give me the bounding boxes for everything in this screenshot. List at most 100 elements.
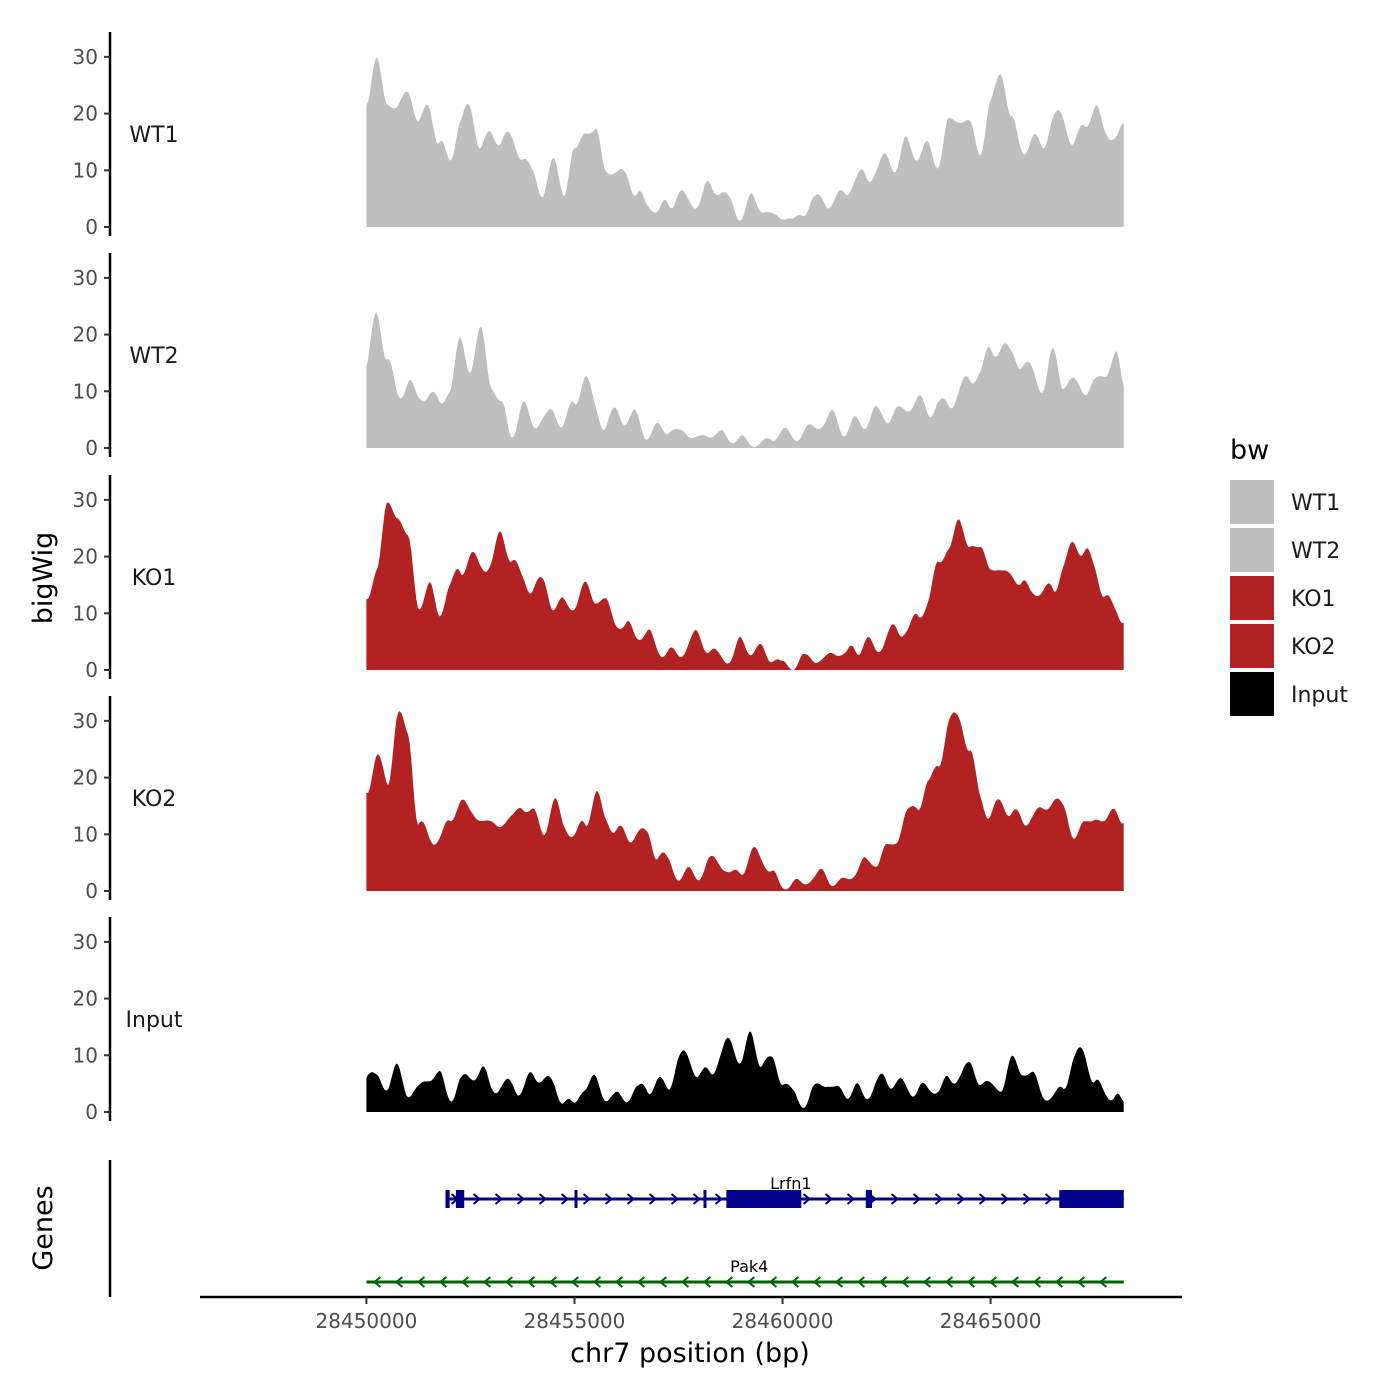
y-tick-label: 0	[85, 215, 98, 239]
strand-arrow	[548, 1276, 558, 1288]
strand-arrow	[724, 1276, 734, 1288]
legend-swatch	[1230, 528, 1274, 572]
strand-arrow	[834, 1276, 844, 1288]
track-area-wt2	[366, 312, 1124, 448]
strand-arrow	[846, 1193, 856, 1205]
track-wt2: 0 10 20 30 WT2	[73, 253, 1124, 460]
track-ko1: 0 10 20 30 KO1	[73, 475, 1124, 682]
strand-arrow	[560, 1193, 570, 1205]
strand-arrow	[1032, 1276, 1042, 1288]
y-tick-label: 20	[73, 102, 98, 126]
strand-arrow	[856, 1276, 866, 1288]
strand-arrow	[372, 1276, 382, 1288]
exon	[1059, 1190, 1124, 1208]
exon	[726, 1190, 802, 1208]
gene-label: Lrfn1	[770, 1174, 811, 1193]
y-tick-label: 0	[85, 658, 98, 682]
track-label: WT2	[129, 344, 178, 369]
legend-swatch	[1230, 672, 1274, 716]
strand-arrow	[790, 1276, 800, 1288]
y-tick-label: 10	[73, 379, 98, 403]
gene-lrfn1: Lrfn1	[445, 1174, 1124, 1208]
strand-arrow	[1000, 1193, 1010, 1205]
y-tick-label: 20	[73, 323, 98, 347]
gene-label: Pak4	[730, 1257, 768, 1276]
x-tick-label: 28450000	[316, 1309, 418, 1333]
strand-arrow	[934, 1193, 944, 1205]
strand-arrow	[824, 1193, 834, 1205]
strand-arrow	[988, 1276, 998, 1288]
track-label: Input	[126, 1008, 183, 1033]
x-tick-label: 28455000	[524, 1309, 626, 1333]
y-tick-label: 10	[73, 822, 98, 846]
exon	[574, 1190, 578, 1208]
strand-arrow	[438, 1276, 448, 1288]
strand-arrow	[670, 1193, 680, 1205]
y-tick-label: 0	[85, 436, 98, 460]
exon	[703, 1190, 707, 1208]
strand-arrow	[394, 1276, 404, 1288]
strand-arrow	[768, 1276, 778, 1288]
strand-arrow	[648, 1193, 658, 1205]
strand-arrow	[1076, 1276, 1086, 1288]
y-tick-label: 0	[85, 879, 98, 903]
strand-arrow	[504, 1276, 514, 1288]
y-tick-label: 20	[73, 545, 98, 569]
strand-arrow	[604, 1193, 614, 1205]
strand-arrow	[614, 1276, 624, 1288]
strand-arrow	[912, 1193, 922, 1205]
strand-arrow	[626, 1193, 636, 1205]
strand-arrow	[890, 1193, 900, 1205]
track-wt1: 0 10 20 30 WT1	[73, 32, 1124, 239]
track-label: KO1	[132, 566, 177, 591]
y-axis-title-genes: Genes	[28, 1185, 59, 1270]
y-tick-label: 30	[73, 930, 98, 954]
y-tick-label: 10	[73, 1043, 98, 1067]
strand-arrow	[482, 1276, 492, 1288]
y-tick-label: 20	[73, 987, 98, 1011]
x-axis: 28450000 28455000 28460000 28465000	[200, 1295, 1182, 1333]
track-area-ko1	[366, 502, 1124, 670]
strand-arrow	[966, 1276, 976, 1288]
legend-label: KO1	[1291, 587, 1336, 612]
strand-arrow	[516, 1193, 526, 1205]
strand-arrow	[714, 1193, 724, 1205]
strand-arrow	[592, 1276, 602, 1288]
signal-tracks: 0 10 20 30 WT1 0 10 20 30 WT2 0 10 20 30 KO1 0 10 20 30 KO2…	[73, 32, 1124, 1124]
strand-arrow	[1098, 1276, 1108, 1288]
y-axis-title-signal: bigWig	[28, 532, 59, 625]
strand-arrow	[472, 1193, 482, 1205]
exon	[455, 1190, 465, 1208]
track-area-wt1	[366, 57, 1124, 227]
strand-arrow	[878, 1276, 888, 1288]
strand-arrow	[944, 1276, 954, 1288]
legend: bw WT1 WT2 KO1 KO2 Input	[1230, 435, 1348, 716]
legend-label: WT2	[1291, 539, 1340, 564]
y-tick-label: 10	[73, 601, 98, 625]
legend-swatch	[1230, 624, 1274, 668]
legend-swatch	[1230, 576, 1274, 620]
strand-arrow	[746, 1276, 756, 1288]
legend-label: KO2	[1291, 635, 1336, 660]
strand-arrow	[636, 1276, 646, 1288]
track-area-input	[366, 1031, 1124, 1112]
strand-arrow	[1022, 1193, 1032, 1205]
legend-title: bw	[1230, 435, 1269, 466]
strand-arrow	[802, 1193, 812, 1205]
strand-arrow	[494, 1193, 504, 1205]
strand-arrow	[922, 1276, 932, 1288]
legend-label: WT1	[1291, 491, 1340, 516]
strand-arrow	[1010, 1276, 1020, 1288]
y-tick-label: 30	[73, 266, 98, 290]
y-tick-label: 10	[73, 158, 98, 182]
strand-arrow	[1054, 1276, 1064, 1288]
strand-arrow	[692, 1193, 702, 1205]
x-tick-label: 28465000	[940, 1309, 1042, 1333]
y-tick-label: 30	[73, 709, 98, 733]
strand-arrow	[978, 1193, 988, 1205]
strand-arrow	[812, 1276, 822, 1288]
track-input: 0 10 20 30 Input	[73, 917, 1124, 1124]
strand-arrow	[900, 1276, 910, 1288]
strand-arrow	[526, 1276, 536, 1288]
